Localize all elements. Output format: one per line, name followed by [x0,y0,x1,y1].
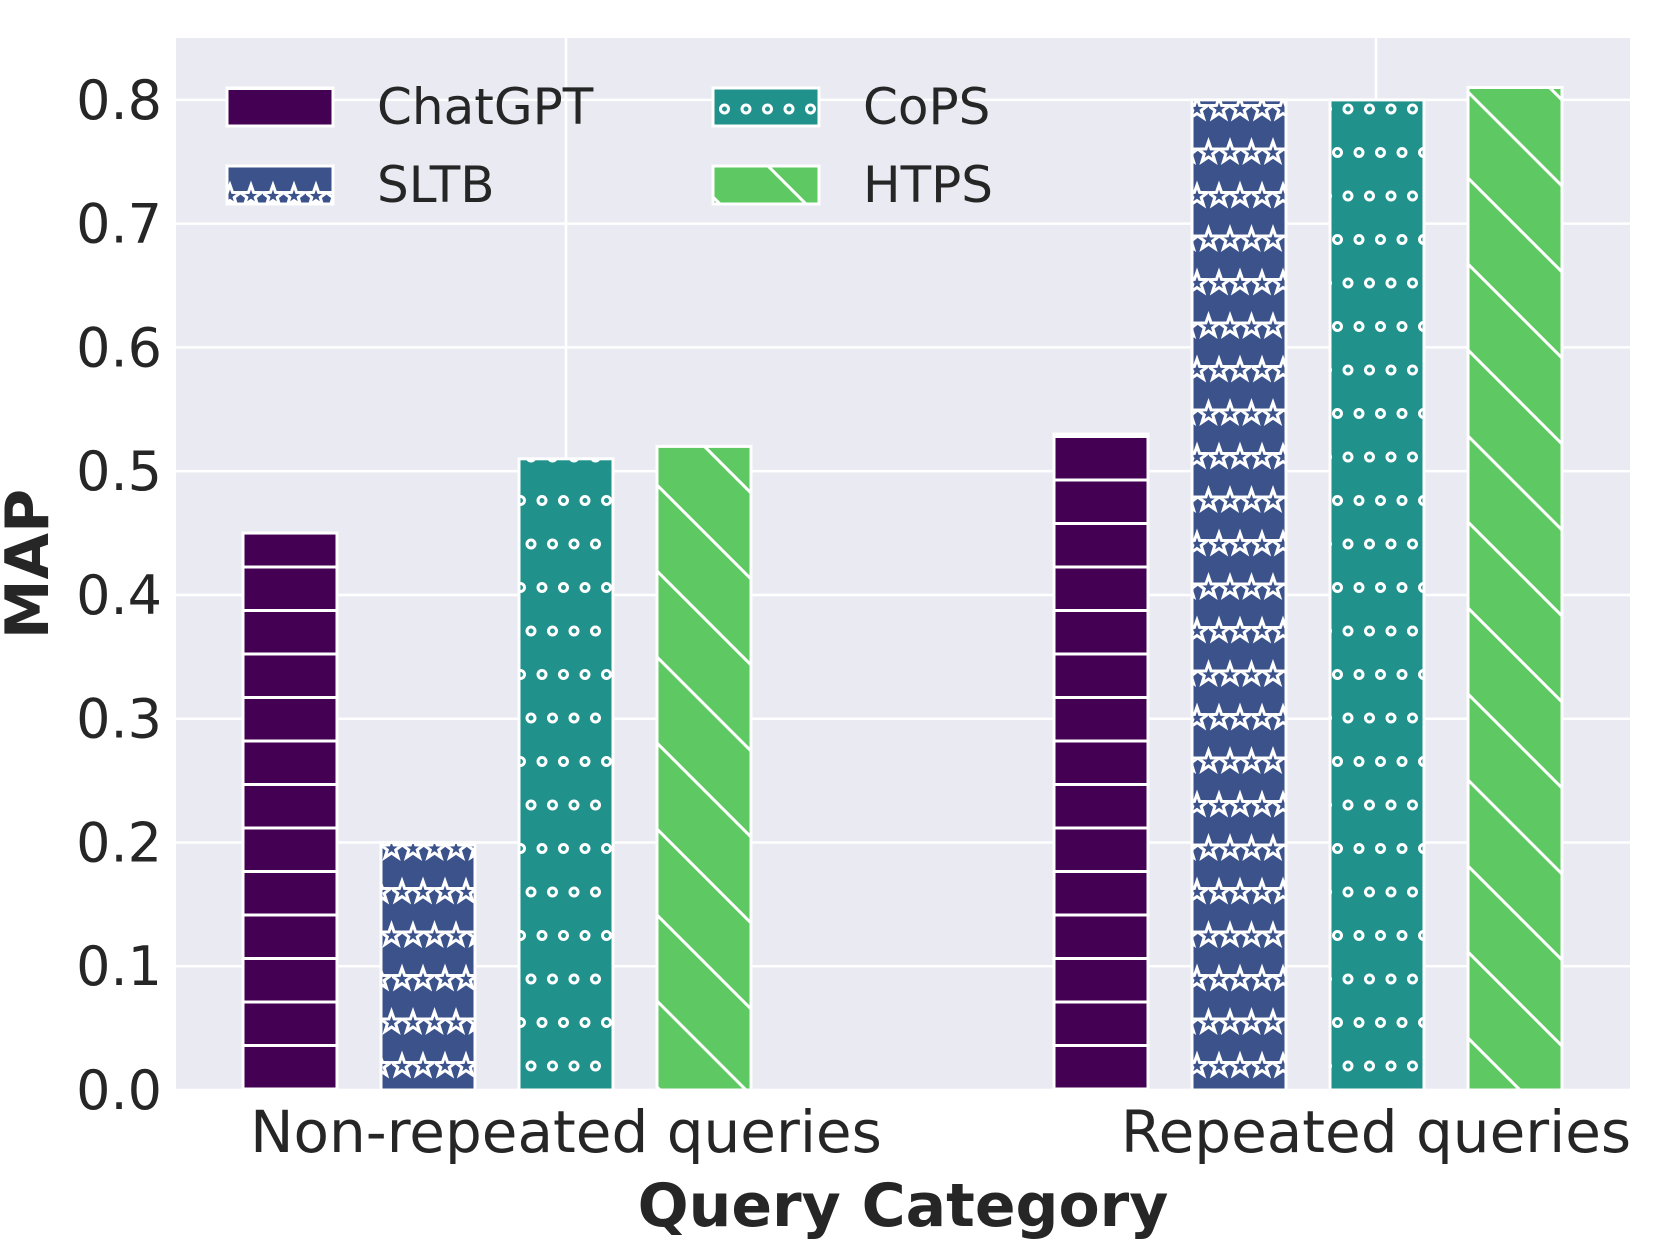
bar-hatch [519,458,613,1090]
bar-outline [1052,432,1150,1092]
y-tick-label: 0.3 [76,688,162,751]
bar-outline [1190,98,1288,1092]
bar-hatch [1054,434,1148,1090]
bar-outline [379,840,477,1092]
bar-outline [241,531,339,1092]
y-tick-label: 0.7 [76,193,162,256]
bar-outline [517,457,615,1092]
legend-label: ChatGPT [377,78,594,136]
legend-swatch-hatch [227,166,333,204]
bar-outline [1328,98,1426,1092]
y-tick-label: 0.2 [76,811,162,874]
bar-hatch [381,842,475,1090]
legend-swatch-hatch [713,166,819,204]
legend-entry-htps: HTPS [711,156,993,214]
bar-sltb-non-repeated [379,840,477,1092]
legend-entry-chatgpt: ChatGPT [225,78,594,136]
y-tick-label: 0.6 [76,316,162,379]
bar-hatch [243,533,337,1090]
bars [241,86,1564,1092]
y-tick-label: 0.4 [76,564,162,627]
bar-sltb-repeated [1190,98,1288,1092]
legend-label: CoPS [863,78,990,136]
y-axis-title: MAP [0,489,63,639]
legend-swatch-outline [225,164,335,206]
bar-hatch [1192,99,1286,1091]
bar-hatch [1468,87,1562,1091]
legend-entry-cops: CoPS [711,78,990,136]
bar-htps-non-repeated [655,444,753,1092]
y-tick-label: 0.1 [76,935,162,998]
bar-hatch [657,446,751,1090]
legend-swatch-hatch [713,88,819,126]
x-tick-labels: Non-repeated queries Repeated queries [250,1098,1631,1166]
y-tick-label: 0.5 [76,440,162,503]
x-axis-title: Query Category [638,1171,1169,1241]
legend-label: HTPS [863,156,993,214]
bar-chatgpt-repeated [1052,432,1150,1092]
bar-chatgpt-non-repeated [241,531,339,1092]
legend-swatch-hatch [227,88,333,126]
x-tick-label: Non-repeated queries [250,1098,882,1166]
x-tick-label: Repeated queries [1121,1098,1631,1166]
legend-swatch-outline [711,164,821,206]
legend-swatch-outline [225,86,335,128]
y-tick-label: 0.0 [76,1059,162,1122]
bar-cops-repeated [1328,98,1426,1092]
legend-label: SLTB [377,156,495,214]
y-tick-labels: 0.0 0.1 0.2 0.3 0.4 0.5 0.6 0.7 0.8 [76,69,162,1122]
legend: ChatGPT SLTB CoPS HTPS [225,78,993,214]
bar-hatch [1330,99,1424,1091]
bar-outline [655,444,753,1092]
legend-entry-sltb: SLTB [225,156,495,214]
bar-outline [1466,86,1564,1092]
legend-swatch-outline [711,86,821,128]
bar-cops-non-repeated [517,457,615,1092]
y-tick-label: 0.8 [76,69,162,132]
bar-htps-repeated [1466,86,1564,1092]
